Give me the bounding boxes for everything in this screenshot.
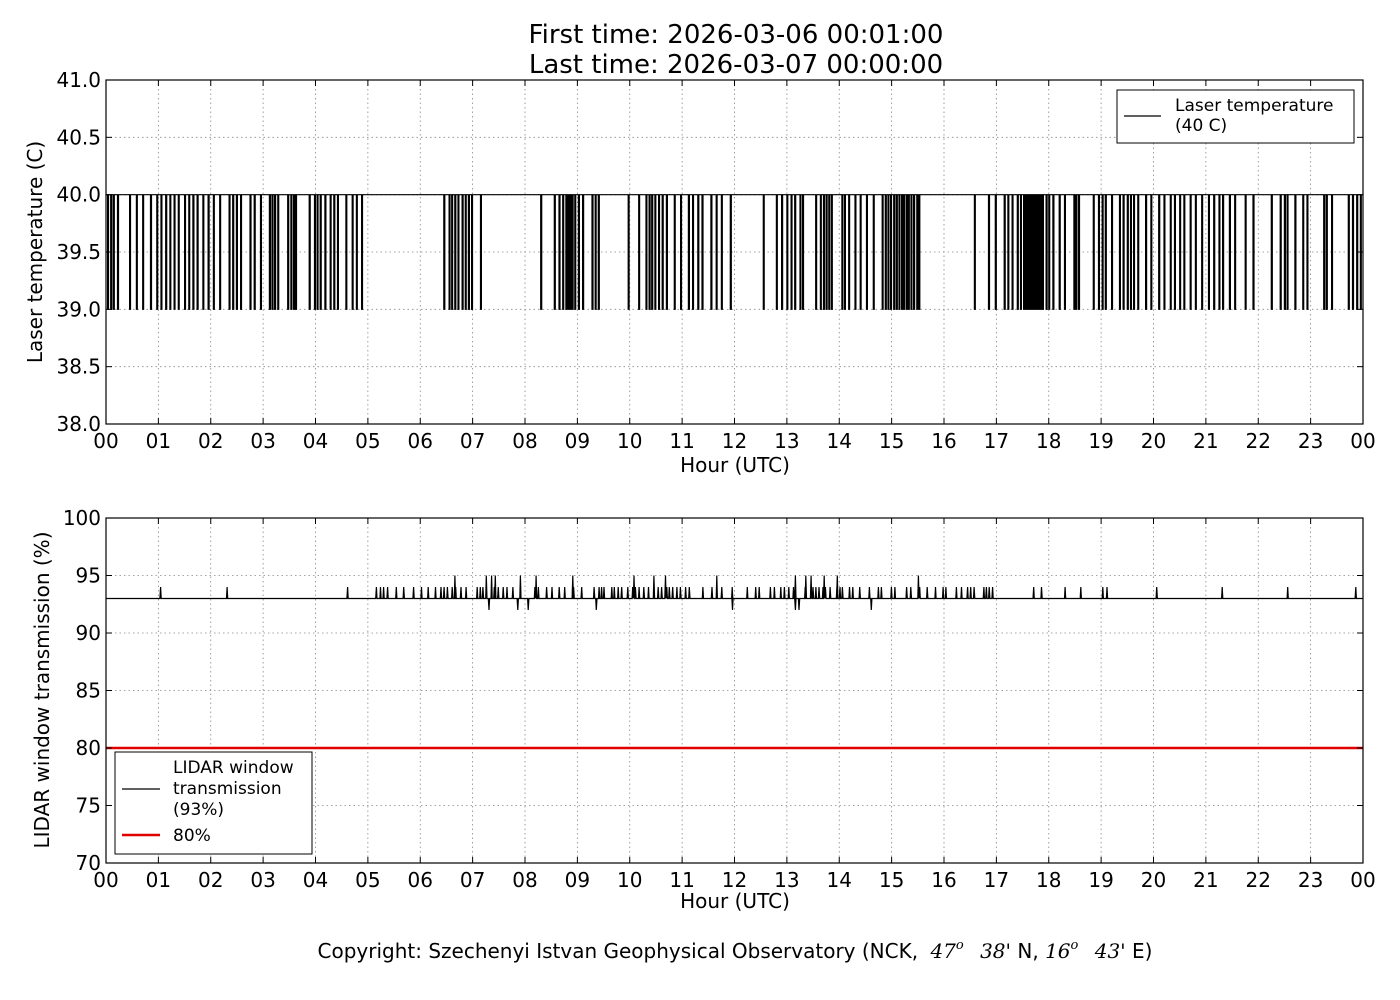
laser-temperature-panel: 00 01 02 03 04 05 06 07 08 09 10 11 12 13 14 15 16 17 18 19…: [23, 68, 1376, 477]
lidar-transmission-xtick-label: 15: [879, 868, 904, 892]
copyright-line: Copyright: Szechenyi Istvan Geophysical …: [318, 930, 1153, 963]
laser-temperature-xtick-label: 09: [565, 429, 590, 453]
laser-temperature-xtick-label: 21: [1193, 429, 1218, 453]
laser-temperature-ytick-label: 41.0: [56, 68, 101, 92]
lidar-transmission-xtick-label: 03: [250, 868, 275, 892]
lidar-transmission-ytick-label: 70: [76, 851, 101, 875]
lidar-transmission-series: [106, 575, 1363, 611]
lidar-transmission-xtick-label: 14: [827, 868, 852, 892]
lidar-transmission-ytick-label: 85: [76, 679, 101, 703]
laser-temperature-xtick-label: 03: [250, 429, 275, 453]
lidar-transmission-xtick-label: 23: [1298, 868, 1323, 892]
copyright-lon-hemi: E): [1132, 939, 1152, 963]
laser-temperature-xtick-label: 00: [93, 429, 118, 453]
laser-temperature-xtick-label: 06: [408, 429, 433, 453]
lidar-transmission-xtick-label: 19: [1088, 868, 1113, 892]
lidar-transmission-xtick-label: 09: [565, 868, 590, 892]
laser-temperature-ticks: 00 01 02 03 04 05 06 07 08 09 10 11 12 13 14 15 16 17 18 19…: [56, 68, 1375, 453]
title-line-1: First time: 2026-03-06 00:01:00: [529, 20, 944, 50]
lidar-legend-transmission-line-1: LIDAR window: [173, 758, 294, 778]
laser-temperature-xtick-label: 17: [984, 429, 1009, 453]
lidar-transmission-xtick-label: 00: [93, 868, 118, 892]
laser-temperature-ytick-label: 38.5: [56, 355, 101, 379]
lidar-transmission-ytick-label: 80: [76, 736, 101, 760]
lidar-transmission-xtick-label: 00: [1350, 868, 1375, 892]
lidar-transmission-ytick-label: 100: [63, 506, 101, 530]
lidar-transmission-xtick-label: 17: [984, 868, 1009, 892]
lidar-legend-label-threshold: 80%: [173, 826, 211, 846]
copyright-lat-hemi: N,: [1017, 939, 1038, 963]
laser-temperature-ytick-label: 38.0: [56, 412, 101, 436]
lidar-transmission-panel: 00 01 02 03 04 05 06 07 08 09 10 11 12 13 14 15 16 17 18 19…: [30, 506, 1376, 913]
lidar-legend-transmission-line-3: (93%): [173, 800, 224, 820]
laser-temperature-xtick-label: 20: [1141, 429, 1166, 453]
lidar-transmission-ytick-label: 95: [76, 564, 101, 588]
lidar-transmission-xtick-label: 20: [1141, 868, 1166, 892]
lidar-transmission-xtick-label: 11: [669, 868, 694, 892]
lidar-transmission-ylabel: LIDAR window transmission (%): [30, 532, 54, 849]
lidar-transmission-grid: [106, 518, 1363, 863]
lidar-transmission-ticks: 00 01 02 03 04 05 06 07 08 09 10 11 12 13 14 15 16 17 18 19…: [63, 506, 1376, 892]
laser-temperature-xtick-label: 15: [879, 429, 904, 453]
copyright-prefix: Copyright: Szechenyi Istvan Geophysical …: [318, 939, 919, 963]
lidar-transmission-ytick-label: 90: [76, 621, 101, 645]
copyright-lon-min: 43': [1094, 939, 1126, 963]
lidar-legend-label-transmission: LIDAR window transmission (93%): [173, 758, 299, 820]
laser-temperature-xtick-label: 22: [1246, 429, 1271, 453]
lidar-transmission-xtick-label: 05: [355, 868, 380, 892]
lidar-transmission-xtick-label: 13: [774, 868, 799, 892]
lidar-transmission-xtick-label: 06: [408, 868, 433, 892]
laser-temperature-xtick-label: 05: [355, 429, 380, 453]
title-line-2: Last time: 2026-03-07 00:00:00: [529, 50, 943, 80]
laser-temperature-xtick-label: 19: [1088, 429, 1113, 453]
laser-temperature-legend-line-1: Laser temperature: [1175, 96, 1333, 116]
laser-temperature-xtick-label: 01: [146, 429, 171, 453]
lidar-transmission-xtick-label: 12: [722, 868, 747, 892]
laser-temperature-ytick-label: 40.0: [56, 183, 101, 207]
lidar-transmission-xtick-label: 01: [146, 868, 171, 892]
laser-temperature-xtick-label: 10: [617, 429, 642, 453]
laser-temperature-ytick-label: 40.5: [56, 125, 101, 149]
lidar-transmission-xtick-label: 10: [617, 868, 642, 892]
lidar-transmission-xtick-label: 04: [303, 868, 328, 892]
lidar-transmission-legend-box: [114, 751, 313, 855]
laser-temperature-xtick-label: 12: [722, 429, 747, 453]
laser-temperature-xtick-label: 07: [460, 429, 485, 453]
lidar-transmission-xtick-label: 02: [198, 868, 223, 892]
laser-temperature-legend: Laser temperature (40 C): [1116, 89, 1355, 144]
laser-temperature-xtick-label: 16: [931, 429, 956, 453]
laser-temperature-legend-label: Laser temperature (40 C): [1175, 96, 1339, 136]
laser-temperature-xtick-label: 08: [512, 429, 537, 453]
laser-temperature-ytick-label: 39.5: [56, 240, 101, 264]
laser-temperature-series: [106, 194, 1363, 310]
lidar-transmission-xtick-label: 21: [1193, 868, 1218, 892]
laser-temperature-xtick-label: 02: [198, 429, 223, 453]
copyright-lat-degree-mark: o: [956, 938, 964, 953]
laser-temperature-xlabel: Hour (UTC): [680, 453, 790, 477]
copyright-lat-min: 38': [980, 939, 1011, 963]
laser-temperature-xtick-label: 00: [1350, 429, 1375, 453]
lidar-transmission-xtick-label: 16: [931, 868, 956, 892]
lidar-transmission-legend: LIDAR window transmission (93%) 80%: [114, 751, 313, 855]
lidar-transmission-ytick-label: 75: [76, 794, 101, 818]
lidar-legend-transmission-line-2: transmission: [173, 779, 282, 799]
laser-temperature-xtick-label: 18: [1036, 429, 1061, 453]
laser-temperature-ytick-label: 39.0: [56, 297, 101, 321]
laser-temperature-xtick-label: 23: [1298, 429, 1323, 453]
lidar-transmission-xlabel: Hour (UTC): [680, 889, 790, 913]
laser-temperature-ylabel: Laser temperature (C): [23, 141, 47, 363]
copyright-lat-deg: 47: [929, 939, 956, 963]
laser-temperature-xtick-label: 13: [774, 429, 799, 453]
lidar-transmission-xtick-label: 08: [512, 868, 537, 892]
laser-temperature-xtick-label: 14: [827, 429, 852, 453]
lidar-transmission-xtick-label: 22: [1246, 868, 1271, 892]
laser-temperature-legend-line-2: (40 C): [1175, 116, 1227, 136]
lidar-transmission-xtick-label: 18: [1036, 868, 1061, 892]
copyright-lon-degree-mark: o: [1071, 938, 1079, 953]
laser-temperature-xtick-label: 04: [303, 429, 328, 453]
laser-temperature-xtick-label: 11: [669, 429, 694, 453]
lidar-transmission-xtick-label: 07: [460, 868, 485, 892]
copyright-lon-deg: 16: [1045, 939, 1071, 963]
